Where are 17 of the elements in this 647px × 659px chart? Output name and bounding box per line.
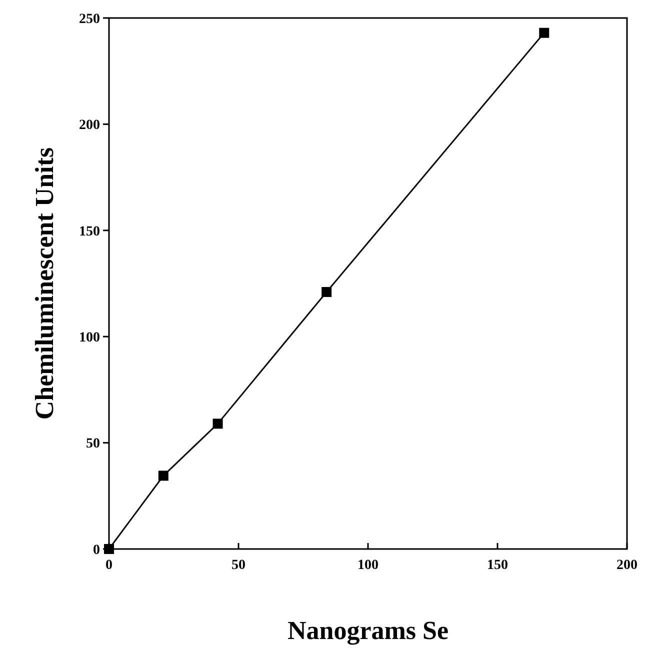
y-tick-label: 100 [79, 330, 100, 346]
point [322, 286, 332, 297]
y-tick-label: 250 [79, 12, 100, 27]
x-tick-label: 150 [487, 558, 508, 573]
point [158, 470, 168, 481]
x-axis-title: Nanograms Se [287, 616, 449, 645]
point [539, 28, 550, 38]
y-tick-label: 200 [79, 118, 100, 134]
x-tick-label: 200 [616, 558, 638, 573]
y-tick-label: 50 [86, 436, 100, 452]
y-tick-label: 150 [79, 224, 100, 240]
x-tick-label: 50 [232, 558, 246, 573]
x-tick-label: 0 [106, 558, 112, 573]
y-tick-label: 0 [93, 542, 100, 558]
x-tick-label: 100 [358, 558, 378, 573]
point [212, 418, 223, 429]
y-axis-title: Chemiluminescent Units [30, 147, 59, 420]
